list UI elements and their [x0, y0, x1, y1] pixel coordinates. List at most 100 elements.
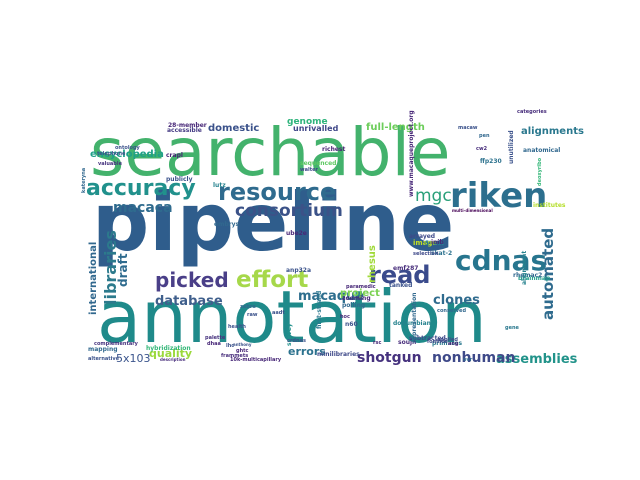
- cloud-word: lutz: [213, 182, 226, 189]
- cloud-word: embrys: [214, 221, 239, 228]
- cloud-word: anatomical: [523, 147, 560, 154]
- cloud-word: conserved: [437, 308, 466, 314]
- cloud-word: errors: [288, 345, 326, 358]
- cloud-word: publicly: [166, 176, 193, 183]
- cloud-word: 5x103: [116, 352, 151, 365]
- cloud-word: n60: [345, 321, 358, 328]
- cloud-word: dhaa: [207, 341, 221, 347]
- cloud-word: annotation: [97, 275, 487, 359]
- cloud-word: emf287: [393, 265, 418, 272]
- cloud-word: applied: [437, 337, 458, 343]
- cloud-word: multi-dimensional: [452, 208, 493, 213]
- cloud-word: automated: [539, 228, 557, 320]
- cloud-word: image: [413, 239, 437, 247]
- cloud-word: clones: [433, 293, 480, 308]
- cloud-word: cdnas: [455, 244, 547, 277]
- cloud-word: minilibraries: [317, 351, 360, 358]
- cloud-word: representation: [411, 293, 418, 344]
- cloud-word: mgc: [415, 186, 452, 206]
- cloud-word: ghtc: [236, 348, 249, 354]
- cloud-word: arrayed: [409, 233, 435, 240]
- cloud-word: searchable: [90, 114, 451, 191]
- cloud-word: quality: [149, 347, 192, 360]
- cloud-word: genome: [287, 117, 328, 127]
- cloud-word: anp32a: [286, 267, 311, 274]
- cloud-word: alignment: [521, 251, 528, 285]
- cloud-word: domestic: [208, 123, 259, 134]
- cloud-word: mapping: [88, 346, 118, 353]
- cloud-word: international: [88, 242, 99, 315]
- cloud-word: richest: [322, 146, 345, 153]
- cloud-word: telephone: [97, 151, 126, 157]
- cloud-background: [82, 120, 560, 368]
- cloud-word: crdnas: [287, 338, 306, 344]
- cloud-word: alignments: [521, 126, 584, 137]
- cloud-word: effort: [236, 267, 308, 293]
- cloud-word: rhemac2: [513, 272, 542, 279]
- cloud-word: crapl: [166, 152, 183, 159]
- cloud-word: ontology: [115, 145, 141, 151]
- cloud-word: categories: [517, 109, 547, 115]
- cloud-word: complementary: [94, 341, 139, 347]
- cloud-word: resource: [218, 178, 336, 206]
- cloud-word: dodumbian: [393, 320, 431, 327]
- cloud-word: rsc: [373, 340, 381, 346]
- cloud-word: subtracted: [409, 335, 446, 342]
- cloud-word: palette: [205, 335, 226, 341]
- cloud-word: health: [228, 324, 246, 330]
- cloud-word: soujn: [398, 339, 416, 346]
- cloud-word: deoxyribo: [537, 157, 543, 186]
- cloud-word: ffp230: [480, 158, 502, 165]
- cloud-word: alternative: [88, 356, 120, 362]
- cloud-word: read: [369, 261, 431, 289]
- cloud-word: zooming: [342, 295, 371, 302]
- cloud-word: accessible: [167, 127, 202, 134]
- cloud-word: 10k-multicapillary: [230, 357, 282, 363]
- cloud-word: brainmap: [518, 275, 551, 282]
- cloud-word: ang: [448, 341, 459, 347]
- cloud-word: raw: [247, 312, 258, 318]
- cloud-word: assemblies: [496, 352, 578, 367]
- cloud-word: aadt: [272, 310, 285, 316]
- cloud-word: cw2: [476, 146, 488, 152]
- cloud-word: paramedic: [346, 284, 376, 290]
- cloud-word: hoc: [340, 314, 350, 320]
- cloud-word: riken: [450, 176, 547, 216]
- cloud-word: macaque: [298, 289, 364, 304]
- cloud-word: full-length: [366, 122, 425, 133]
- cloud-word: macaw: [458, 125, 478, 131]
- cloud-word: ovr: [463, 357, 473, 363]
- cloud-word: www.macaqueproject.org: [408, 110, 415, 197]
- cloud-word: unrivalled: [293, 124, 339, 133]
- cloud-word: hybridization: [146, 345, 191, 352]
- cloud-word: polling: [342, 302, 365, 309]
- cloud-word: primates: [432, 340, 463, 347]
- cloud-word: accuracy: [86, 176, 196, 201]
- cloud-word: gene: [505, 325, 520, 331]
- cloud-word: fomnos: [427, 339, 448, 345]
- cloud-word: frammets: [221, 353, 248, 359]
- cloud-word: unutilized: [508, 130, 515, 164]
- cloud-word: project: [340, 288, 380, 299]
- cloud-word: skat-2: [431, 250, 452, 257]
- cloud-word: database: [155, 294, 223, 309]
- cloud-word: survey: [286, 323, 293, 346]
- cloud-word: pipeline: [92, 176, 454, 269]
- cloud-word: institutes: [533, 202, 566, 209]
- cloud-word: pen: [479, 133, 490, 139]
- cloud-word: shotgun: [357, 350, 422, 366]
- cloud-word: macaca: [113, 200, 173, 216]
- cloud-word: selection: [413, 251, 439, 257]
- cloud-word: picked: [155, 268, 229, 292]
- cloud-word: nonhuman: [432, 350, 516, 366]
- cloud-word: tanked: [389, 282, 412, 289]
- cloud-word: anthony: [233, 342, 252, 347]
- cloud-word: description: [160, 357, 186, 362]
- cloud-word: ube2e: [286, 230, 307, 237]
- cloud-word: sequenced: [300, 160, 336, 167]
- cloud-word: valuable: [98, 161, 123, 167]
- cloud-word: kateryna: [81, 168, 87, 193]
- cloud-word: lhc: [226, 343, 234, 349]
- cloud-word: 5'-est: [425, 240, 444, 247]
